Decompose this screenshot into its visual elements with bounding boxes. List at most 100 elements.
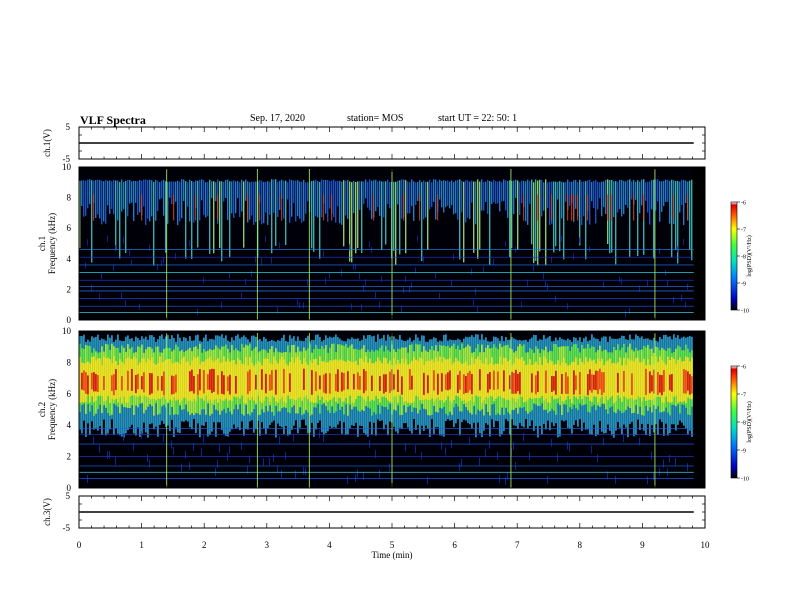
spectrogram-hotspot (221, 371, 223, 394)
spectrogram-hotspot (289, 373, 291, 392)
spectrogram-column-high (577, 364, 579, 400)
spectrogram-hotspot (217, 194, 219, 221)
spectrogram-column (221, 181, 223, 262)
spectrogram-column-high (431, 359, 433, 399)
spectrogram-column (145, 179, 147, 225)
spectrogram-column (485, 181, 487, 202)
spectrogram-hotspot (631, 373, 633, 396)
spectrogram-hotspot (195, 194, 197, 221)
spectrogram-column (553, 181, 555, 253)
spectrogram-column-high (331, 360, 333, 399)
spectrogram-column-high (483, 363, 485, 401)
spectrogram-column (633, 180, 635, 205)
spectrogram-hotspot (207, 374, 209, 390)
spectrogram-hotspot (469, 370, 471, 391)
spectrogram-hotspot (519, 372, 521, 395)
spectrogram-column (689, 180, 691, 250)
spectrogram-column-high (525, 364, 527, 402)
spectrogram-column-high (109, 359, 111, 403)
spectrogram-column (481, 179, 483, 211)
spectrogram-hotspot (567, 376, 569, 395)
spectrogram-column (171, 181, 173, 205)
spectrogram-column (455, 180, 457, 214)
spectrogram-column (195, 180, 197, 209)
spectrogram-column (595, 180, 597, 224)
spectrogram-column (235, 181, 237, 214)
spectrogram-column (691, 179, 693, 261)
ch1-spectrogram-colorbar-tick-label: -8 (741, 255, 746, 261)
spectrogram-hotspot (567, 194, 569, 221)
spectrogram-column-high (291, 357, 293, 399)
spectrogram-hotspot (323, 194, 325, 221)
spectrogram-column (173, 181, 175, 205)
ch1-spectrogram-colorbar-tick-label: -7 (741, 228, 746, 234)
spectrogram-column (129, 179, 131, 204)
spectrogram-hotspot (111, 375, 113, 392)
spectrogram-column-high (605, 361, 607, 397)
spectrogram-column-high (263, 358, 265, 401)
spectrogram-speckle (543, 273, 544, 280)
spectrogram-speckle (435, 272, 436, 279)
spectrogram-column (663, 180, 665, 207)
spectrogram-hotspot (93, 372, 95, 392)
spectrogram-hotspot (561, 373, 563, 394)
spectrogram-hotspot (617, 372, 619, 393)
spectrogram-speckle (675, 457, 676, 466)
spectrogram-column (179, 181, 181, 222)
spectrogram-column (101, 180, 103, 225)
spectrogram-hotspot (247, 194, 249, 221)
spectrogram-speckle (131, 259, 132, 266)
spectrogram-hotspot (671, 374, 673, 392)
spectrogram-hotspot (311, 370, 313, 395)
spectrogram-speckle (305, 467, 306, 476)
spectrogram-speckle (639, 437, 640, 446)
spectrogram-speckle (423, 256, 424, 263)
spectrogram-column (367, 181, 369, 208)
spectrogram-column-high (583, 364, 585, 396)
spectrogram-speckle (621, 278, 622, 285)
ch1-spectrogram-colorbar-tick-label: -10 (741, 309, 749, 315)
spectrogram-hotspot (423, 372, 425, 395)
spectrogram-speckle (523, 433, 524, 442)
spectrogram-column (431, 182, 433, 207)
spectrogram-column (111, 181, 113, 209)
spectrogram-column (399, 180, 401, 255)
spectrogram-speckle (547, 283, 548, 290)
spectrogram-hotspot (607, 194, 609, 221)
spectrogram-column (471, 180, 473, 203)
spectrogram-column (271, 179, 273, 254)
spectrogram-hotspot (465, 375, 467, 393)
spectrogram-speckle (533, 265, 534, 272)
spectrogram-column-high (237, 358, 239, 397)
spectrogram-hotspot (269, 374, 271, 391)
spectrogram-column-high (201, 361, 203, 399)
spectrogram-column-high (679, 357, 681, 402)
spectrogram-hotspot (689, 374, 691, 395)
spectrogram-column (407, 181, 409, 214)
spectrogram-hotspot (143, 372, 145, 393)
spectrogram-column (539, 179, 541, 252)
spectrogram-hotspot (691, 376, 693, 394)
spectrogram-speckle (439, 292, 440, 300)
spectrogram-speckle (221, 301, 222, 309)
spectrogram-speckle (201, 448, 202, 457)
spectrogram-column (353, 180, 355, 214)
spectrogram-column (597, 181, 599, 210)
spectrogram-speckle (417, 235, 418, 242)
spectrogram-column (335, 181, 337, 223)
spectrogram-speckle (189, 240, 190, 247)
spectrogram-speckle (623, 434, 624, 443)
ch2-spectrogram-ytick-label: 6 (67, 389, 72, 399)
spectrogram-column (589, 179, 591, 225)
spectrogram-column (121, 179, 123, 212)
spectrogram-hotspot (255, 374, 257, 390)
spectrogram-hotspot (379, 376, 381, 391)
spectrogram-column-high (155, 364, 157, 401)
spectrogram-column (443, 180, 445, 213)
spectrogram-column (517, 180, 519, 250)
spectrogram-column (511, 180, 513, 249)
spectrogram-column-high (455, 358, 457, 396)
ch1-spectrogram-ylabel-channel: ch.1 (37, 236, 47, 251)
spectrogram-hotspot (213, 368, 215, 392)
spectrogram-speckle (241, 442, 242, 451)
